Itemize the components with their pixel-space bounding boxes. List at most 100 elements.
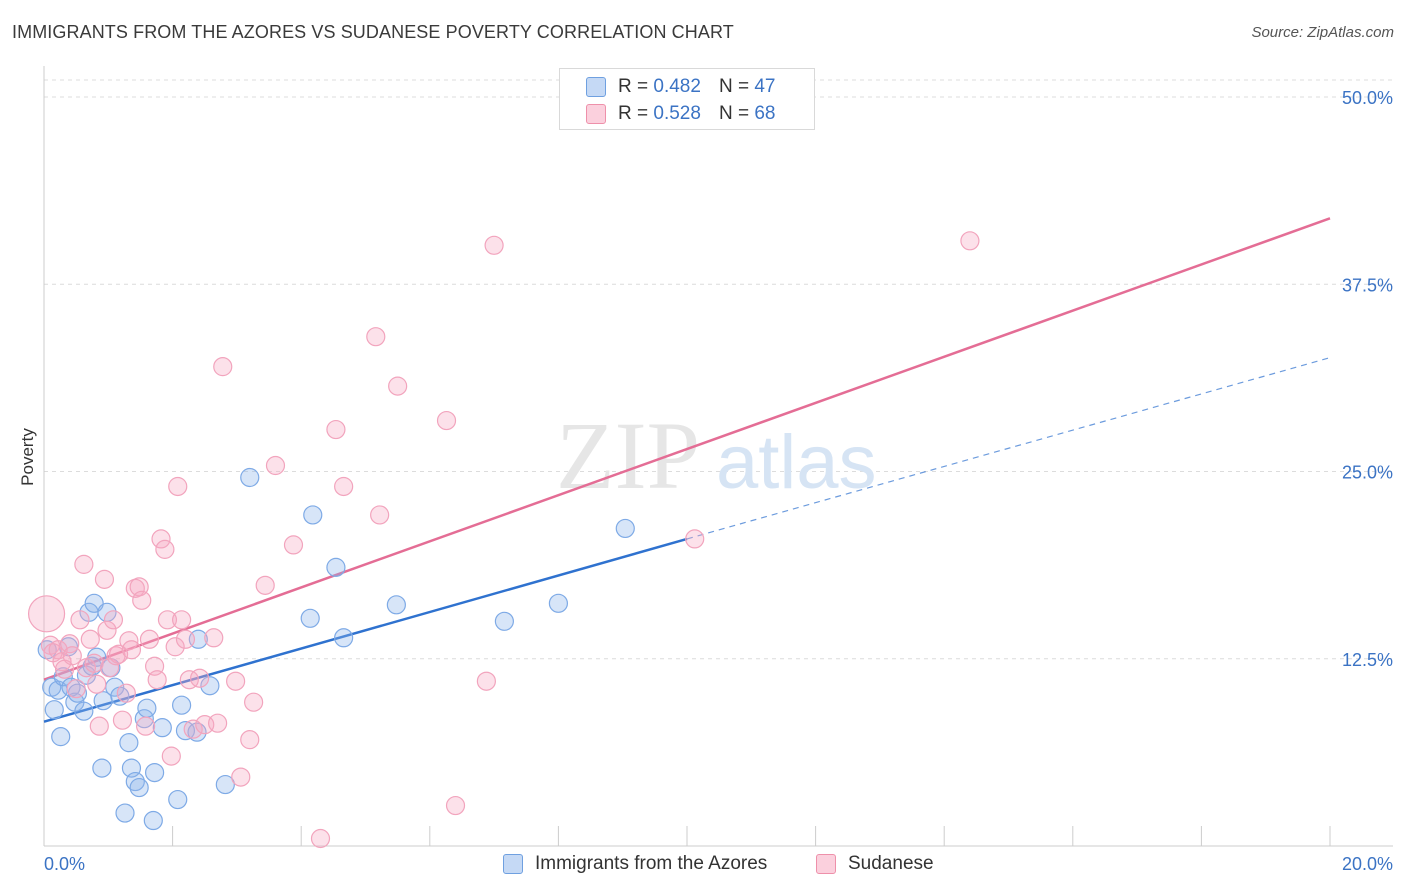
sudanese-points: [27, 231, 980, 849]
sudanese-point: [255, 575, 275, 595]
x-tick-label-min: 0.0%: [44, 854, 85, 874]
stats-legend-row-azores: R = 0.482 N = 47: [586, 75, 775, 99]
watermark-atlas: atlas: [716, 420, 877, 505]
sudanese-point: [80, 629, 100, 649]
azores-legend-label: Immigrants from the Azores: [535, 853, 768, 874]
sudanese-point: [172, 610, 192, 630]
sudanese-r-value: 0.528: [653, 103, 701, 124]
sudanese-swatch: [586, 104, 606, 124]
y-tick-label-0: 12.5%: [1342, 650, 1393, 670]
y-tick-label-3: 50.0%: [1342, 88, 1393, 108]
azores-point: [303, 505, 323, 525]
azores-point: [326, 557, 346, 577]
azores-point: [51, 727, 71, 747]
azores-point: [215, 774, 235, 795]
sudanese-point: [52, 652, 72, 672]
sudanese-point: [436, 410, 457, 431]
azores-point: [44, 700, 64, 720]
chart-title: IMMIGRANTS FROM THE AZORES VS SUDANESE P…: [12, 22, 734, 42]
sudanese-point: [62, 646, 82, 666]
sudanese-point: [157, 610, 178, 630]
legend-item-azores[interactable]: Immigrants from the Azores: [503, 852, 767, 876]
sudanese-point: [183, 719, 203, 739]
sudanese-point: [960, 231, 980, 251]
n-label: N =: [718, 76, 750, 97]
azores-point: [119, 733, 139, 753]
sudanese-point: [231, 767, 251, 787]
source-label: Source: ZipAtlas.com: [1251, 24, 1394, 41]
sudanese-point: [685, 529, 705, 549]
sudanese-point: [151, 529, 171, 549]
sudanese-point: [366, 327, 386, 347]
sudanese-point: [175, 629, 196, 649]
azores-trend-line: [43, 537, 688, 723]
azores-point: [144, 762, 165, 783]
sudanese-point: [161, 746, 181, 766]
azores-trend-line-extension: [686, 357, 1331, 540]
sudanese-point: [108, 644, 129, 664]
sudanese-point: [147, 670, 167, 690]
azores-point: [92, 758, 112, 778]
sudanese-point: [310, 828, 331, 849]
n-label: N =: [718, 103, 750, 124]
sudanese-point: [112, 710, 133, 730]
watermark-zip: ZIP: [556, 402, 700, 509]
y-tick-label-1: 25.0%: [1342, 463, 1393, 483]
sudanese-point: [99, 658, 120, 678]
y-axis-label: Poverty: [18, 428, 37, 486]
sudanese-point: [226, 671, 246, 691]
sudanese-point: [155, 539, 175, 559]
sudanese-point: [179, 670, 199, 690]
y-tick-label-2: 37.5%: [1342, 275, 1393, 295]
sudanese-legend-swatch: [816, 854, 836, 874]
sudanese-point: [132, 590, 152, 610]
sudanese-point: [139, 629, 160, 649]
azores-point: [137, 698, 157, 718]
sudanese-point: [66, 679, 86, 699]
x-tick-labels: 0.0% 20.0%: [44, 854, 1393, 874]
sudanese-point: [370, 505, 390, 525]
sudanese-point: [84, 653, 104, 673]
legend-item-sudanese[interactable]: Sudanese: [816, 852, 934, 876]
sudanese-point: [103, 610, 124, 630]
sudanese-point: [445, 795, 466, 816]
azores-r-value: 0.482: [653, 76, 701, 97]
azores-point: [615, 518, 635, 539]
azores-point: [74, 701, 94, 721]
sudanese-point: [70, 610, 90, 630]
azores-point: [494, 611, 514, 631]
sudanese-point: [116, 683, 136, 703]
sudanese-point: [135, 716, 156, 736]
azores-point: [200, 676, 220, 696]
sudanese-point: [213, 357, 233, 377]
sudanese-point: [240, 730, 260, 750]
azores-points: [37, 467, 635, 831]
sudanese-point: [265, 455, 286, 476]
azores-point: [386, 595, 406, 615]
azores-point: [300, 608, 320, 628]
sudanese-point: [87, 674, 107, 694]
sudanese-n-value: 68: [754, 103, 776, 124]
watermark: ZIP atlas: [556, 402, 877, 509]
sudanese-point: [484, 235, 504, 255]
azores-point: [172, 695, 192, 715]
sudanese-point: [283, 535, 304, 555]
azores-point: [53, 667, 73, 687]
sudanese-point: [334, 476, 354, 497]
stats-legend: R = 0.482 N = 47 R = 0.528 N = 68: [559, 68, 815, 130]
azores-legend-swatch: [503, 854, 523, 874]
sudanese-point: [168, 476, 188, 497]
sudanese-point: [94, 569, 115, 589]
sudanese-point: [60, 634, 80, 654]
sudanese-point: [244, 692, 264, 712]
grid-lines: [44, 79, 1393, 660]
sudanese-legend-label: Sudanese: [848, 853, 934, 874]
sudanese-point: [476, 671, 496, 691]
sudanese-point: [165, 637, 185, 657]
azores-n-value: 47: [754, 76, 776, 97]
azores-point: [115, 803, 135, 823]
sudanese-point: [74, 554, 94, 574]
azores-point: [334, 628, 354, 648]
sudanese-point: [208, 713, 228, 733]
